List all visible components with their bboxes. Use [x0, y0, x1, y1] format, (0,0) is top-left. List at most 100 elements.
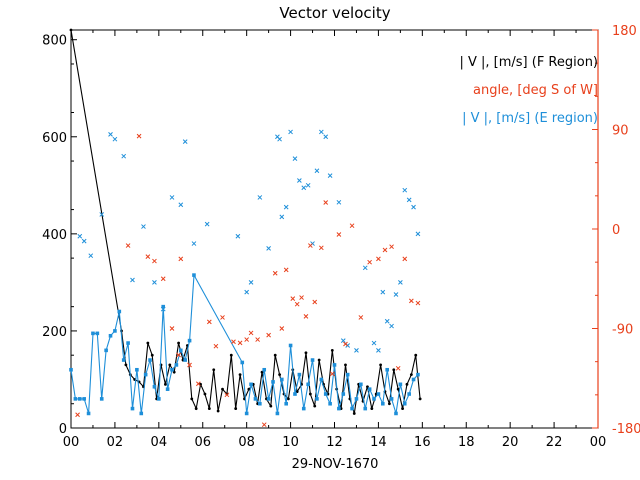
angle-point — [283, 267, 289, 273]
e-region-point — [271, 380, 275, 384]
e-region-point — [244, 411, 249, 416]
x-tick-label: 14 — [370, 435, 387, 450]
f-region-point — [177, 341, 180, 345]
e-region-point — [319, 377, 324, 382]
e-region-scatter-point — [301, 185, 307, 191]
e-region-scatter-point — [362, 265, 368, 271]
f-region-point — [273, 353, 277, 357]
e-region-point — [367, 387, 372, 391]
angle-point — [389, 244, 394, 250]
e-region-scatter-point — [191, 241, 197, 246]
e-region-scatter-point — [398, 280, 403, 285]
e-region-point — [359, 382, 363, 387]
angle-point — [220, 315, 225, 320]
e-region-scatter-point — [402, 187, 408, 193]
e-region-point — [306, 382, 310, 387]
angle-point — [395, 365, 401, 371]
f-region-point — [308, 392, 312, 396]
e-region-point — [332, 363, 337, 367]
e-region-point — [402, 401, 407, 406]
e-region-scatter-point — [130, 277, 135, 283]
e-region-scatter-point — [384, 318, 390, 324]
e-region-scatter-point — [318, 129, 324, 135]
angle-point — [343, 341, 348, 347]
x-tick-label: 04 — [151, 435, 168, 450]
e-region-scatter-point — [182, 139, 188, 144]
f-region-point — [247, 387, 251, 391]
e-region-scatter-point — [406, 197, 412, 203]
e-region-scatter-point — [266, 246, 271, 251]
e-region-point — [192, 273, 196, 277]
x-tick-label: 08 — [238, 435, 255, 450]
y-right-tick-label: 180 — [612, 24, 637, 39]
f-region-point — [269, 404, 273, 408]
x-tick-label: 20 — [502, 435, 519, 450]
angle-point — [303, 313, 309, 319]
angle-point — [402, 256, 408, 262]
e-region-scatter-point — [376, 347, 381, 353]
f-region-point — [414, 353, 418, 357]
angle-point — [224, 392, 230, 398]
e-region-point — [174, 363, 179, 367]
e-region-point — [121, 358, 126, 362]
e-region-scatter-point — [411, 204, 416, 210]
angle-point — [231, 339, 236, 345]
angle-point — [152, 258, 157, 264]
y-left-tick-label: 0 — [59, 422, 67, 437]
e-region-point — [117, 309, 122, 314]
e-region-scatter-point — [99, 212, 105, 217]
e-region-point — [108, 333, 113, 338]
angle-point — [336, 232, 342, 237]
angle-point — [349, 223, 355, 229]
f-region-point — [370, 407, 374, 410]
angle-point — [237, 340, 243, 346]
e-region-point — [341, 392, 346, 396]
f-region-point — [286, 397, 290, 401]
e-region-point — [69, 367, 73, 372]
e-region-point — [130, 406, 135, 411]
angle-point — [299, 295, 304, 300]
f-region-point — [352, 412, 356, 415]
e-region-point — [187, 338, 192, 343]
e-region-point — [266, 397, 271, 401]
angle-point — [376, 256, 381, 262]
e-region-point — [86, 411, 91, 416]
e-region-point — [354, 397, 359, 401]
f-region-point — [203, 392, 207, 396]
f-region-point — [304, 351, 308, 355]
f-region-point — [221, 387, 224, 391]
e-region-point — [143, 372, 148, 377]
chart-title: Vector velocity — [279, 4, 390, 22]
y-right-tick-label: 0 — [612, 223, 620, 238]
y-axis-left: 0 200 400 600 800 — [42, 34, 77, 437]
e-region-scatter-point — [371, 340, 377, 346]
f-region-point — [212, 368, 216, 372]
e-region-point — [113, 329, 117, 333]
f-region-point — [194, 407, 198, 410]
e-region-scatter-point — [178, 202, 184, 208]
legend-e-region: | V |, [m/s] (E region) — [462, 111, 598, 126]
f-region-point — [124, 363, 128, 367]
angle-point — [294, 301, 300, 307]
e-region-point — [398, 382, 403, 387]
e-region-scatter-point — [336, 199, 342, 205]
angle-point — [307, 243, 313, 248]
x-tick-label: 12 — [326, 435, 343, 450]
e-region-point — [249, 382, 253, 387]
angle-point — [255, 337, 260, 342]
f-region-point — [238, 373, 242, 377]
e-region-scatter-point — [292, 156, 298, 161]
e-region-series-line — [70, 273, 419, 414]
angle-point — [136, 133, 142, 139]
f-region-point — [146, 341, 150, 345]
e-region-scatter-point — [297, 178, 302, 183]
x-tick-label: 06 — [194, 435, 211, 450]
f-region-point — [234, 407, 238, 410]
angle-point — [160, 276, 166, 282]
x-axis: 00 02 04 06 08 10 12 14 16 18 20 22 00 — [63, 30, 606, 450]
f-region-point — [278, 373, 282, 377]
e-region-point — [161, 304, 166, 309]
e-region-scatter-point — [81, 238, 87, 244]
e-region-point — [350, 406, 354, 411]
e-region-point — [310, 358, 315, 362]
